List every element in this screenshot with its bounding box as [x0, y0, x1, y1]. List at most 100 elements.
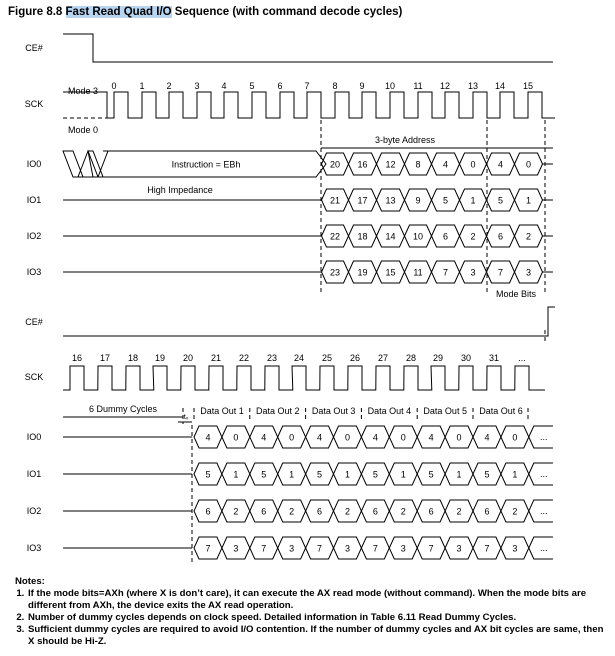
- bottom-io3-ellipsis-cell: [528, 536, 553, 560]
- bottom-io0-cell-9-label: 0: [457, 433, 462, 443]
- bottom-io2-cell-7-label: 2: [401, 507, 406, 517]
- top-clock-number-8: 8: [332, 81, 337, 91]
- bottom-io0-ellipsis-cell: [528, 425, 553, 449]
- top-io3-cell-4: 7: [430, 260, 461, 284]
- top-clock-number-12: 12: [440, 81, 450, 91]
- top-io3-cell-1: 19: [347, 260, 378, 284]
- bottom-io3-cell-5-label: 3: [345, 544, 350, 554]
- top-io2-cell-2: 14: [375, 224, 406, 248]
- top-clock-number-14: 14: [495, 81, 505, 91]
- top-signal-label-ce-n: CE#: [25, 43, 43, 53]
- top-io2-cell-1: 18: [347, 224, 378, 248]
- top-clock-number-15: 15: [523, 81, 533, 91]
- bottom-io1-cell-2-label: 5: [261, 470, 266, 480]
- bottom-clock-number-27: 27: [378, 353, 388, 363]
- bottom-io1-cell-5: 1: [332, 462, 362, 486]
- bottom-io1-cell-1-label: 1: [233, 470, 238, 480]
- top-signal-label-io3: IO3: [27, 267, 42, 277]
- bottom-clock-number-29: 29: [433, 353, 443, 363]
- bottom-clock-number-24: 24: [294, 353, 304, 363]
- notes-heading: Notes:: [15, 576, 45, 587]
- bottom-io1-cell-3-label: 1: [289, 470, 294, 480]
- data-out-label-1: Data Out 1: [200, 406, 244, 416]
- top-clock-number-0: 0: [111, 81, 116, 91]
- bottom-io3-cell-10: 7: [472, 536, 502, 560]
- top-io1-cell-2-label: 13: [385, 196, 395, 206]
- bottom-io3-cell-4-label: 7: [317, 544, 322, 554]
- bottom-signal-label-ce-n: CE#: [25, 317, 43, 327]
- top-clock-number-3: 3: [194, 81, 199, 91]
- bottom-io2-cell-0: 6: [193, 499, 223, 523]
- bottom-clock-number-22: 22: [239, 353, 249, 363]
- bottom-io1-cell-3: 1: [277, 462, 307, 486]
- bottom-io0-cell-4-label: 4: [317, 433, 322, 443]
- bottom-io2-cell-5-label: 2: [345, 507, 350, 517]
- top-io1-cell-3: 9: [403, 188, 433, 212]
- bottom-io3-cell-2-label: 7: [261, 544, 266, 554]
- bottom-io0-cell-6: 4: [360, 425, 390, 449]
- bottom-io3-cell-0-label: 7: [205, 544, 210, 554]
- data-out-label-2: Data Out 2: [256, 406, 300, 416]
- top-io3-cell-6-label: 7: [498, 268, 503, 278]
- bottom-io0-cell-9: 0: [444, 425, 474, 449]
- top-clock-number-13: 13: [468, 81, 478, 91]
- bottom-io1-cell-10-label: 5: [484, 470, 489, 480]
- bottom-io3-cell-11-label: 3: [512, 544, 517, 554]
- top-io1-cell-0: 21: [320, 188, 350, 212]
- bottom-io3-cell-10-label: 7: [484, 544, 489, 554]
- bottom-io0-cell-6-label: 4: [373, 433, 378, 443]
- bottom-sck-waveform: [63, 365, 545, 391]
- bottom-io1-cell-0: 5: [193, 462, 223, 486]
- top-io0-cell-1-label: 16: [357, 160, 367, 170]
- bottom-io3-cell-9-label: 3: [457, 544, 462, 554]
- top-io1-cell-4-label: 5: [443, 196, 448, 206]
- top-io1-cell-6: 5: [485, 188, 516, 212]
- notes-section: Notes: If the mode bits=AXh (where X is …: [15, 576, 605, 648]
- bottom-signal-label-io1: IO1: [27, 469, 42, 479]
- top-io3-cell-2-label: 15: [385, 268, 395, 278]
- bottom-signal-label-sck: SCK: [25, 372, 44, 382]
- bottom-signal-label-io3: IO3: [27, 543, 42, 553]
- top-clock-number-7: 7: [304, 81, 309, 91]
- bottom-io2-ellipsis: ...: [540, 506, 548, 516]
- top-io0-cell-6-label: 4: [498, 160, 503, 170]
- tv-label: tᵥ: [184, 414, 189, 421]
- bottom-clock-number-25: 25: [322, 353, 332, 363]
- top-io3-cell-7: 3: [513, 260, 544, 284]
- bottom-io1-cell-10: 5: [472, 462, 502, 486]
- bottom-io0-cell-3: 0: [277, 425, 307, 449]
- bottom-io2-cell-1-label: 2: [233, 507, 238, 517]
- bottom-io0-cell-3-label: 0: [289, 433, 294, 443]
- top-io2-cell-1-label: 18: [357, 232, 367, 242]
- top-clock-number-11: 11: [413, 81, 422, 91]
- top-io2-cell-4: 6: [430, 224, 461, 248]
- top-io3-cell-3: 11: [403, 260, 433, 284]
- top-io3-cell-5: 3: [458, 260, 488, 284]
- bottom-io1-ellipsis-cell: [528, 462, 553, 486]
- bottom-io1-cell-5-label: 1: [345, 470, 350, 480]
- bottom-io1-cell-0-label: 5: [205, 470, 210, 480]
- bottom-io2-ellipsis-cell: [528, 499, 553, 523]
- bottom-signal-label-io2: IO2: [27, 506, 42, 516]
- bottom-io3-ellipsis: ...: [540, 543, 548, 553]
- top-clock-number-9: 9: [359, 81, 364, 91]
- top-io1-cell-1-label: 17: [357, 196, 367, 206]
- top-io0-cell-5-label: 0: [470, 160, 475, 170]
- bottom-io0-cell-5-label: 0: [345, 433, 350, 443]
- top-ce-waveform: [63, 33, 553, 63]
- note-item-1: If the mode bits=AXh (where X is don’t c…: [27, 588, 605, 612]
- bottom-io2-cell-3: 2: [277, 499, 307, 523]
- top-io2-cell-0-label: 22: [330, 232, 340, 242]
- bottom-io0-cell-8-label: 4: [429, 433, 434, 443]
- note-item-2: Number of dummy cycles depends on clock …: [27, 612, 605, 624]
- bottom-io2-cell-0-label: 6: [205, 507, 210, 517]
- top-clock-number-2: 2: [166, 81, 171, 91]
- bottom-clock-number-ellipsis: ...: [518, 353, 526, 363]
- bottom-io2-cell-7: 2: [388, 499, 418, 523]
- bottom-io2-cell-11: 2: [500, 499, 530, 523]
- bottom-io3-cell-1: 3: [221, 536, 251, 560]
- top-io3-cell-0-label: 23: [330, 268, 340, 278]
- title-highlight: Fast Read Quad I/O: [65, 6, 172, 18]
- top-sck-waveform: [63, 91, 555, 119]
